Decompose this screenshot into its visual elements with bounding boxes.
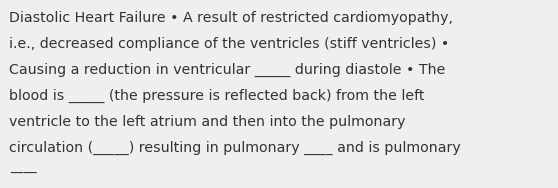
Text: circulation (_____) resulting in pulmonary ____ and is pulmonary: circulation (_____) resulting in pulmona… bbox=[9, 141, 461, 155]
Text: ventricle to the left atrium and then into the pulmonary: ventricle to the left atrium and then in… bbox=[9, 115, 406, 129]
Text: blood is _____ (the pressure is reflected back) from the left: blood is _____ (the pressure is reflecte… bbox=[9, 89, 425, 103]
Text: Causing a reduction in ventricular _____ during diastole • The: Causing a reduction in ventricular _____… bbox=[9, 63, 445, 77]
Text: Diastolic Heart Failure • A result of restricted cardiomyopathy,: Diastolic Heart Failure • A result of re… bbox=[9, 11, 453, 25]
Text: i.e., decreased compliance of the ventricles (stiff ventricles) •: i.e., decreased compliance of the ventri… bbox=[9, 37, 449, 51]
Text: ——: —— bbox=[9, 167, 37, 181]
